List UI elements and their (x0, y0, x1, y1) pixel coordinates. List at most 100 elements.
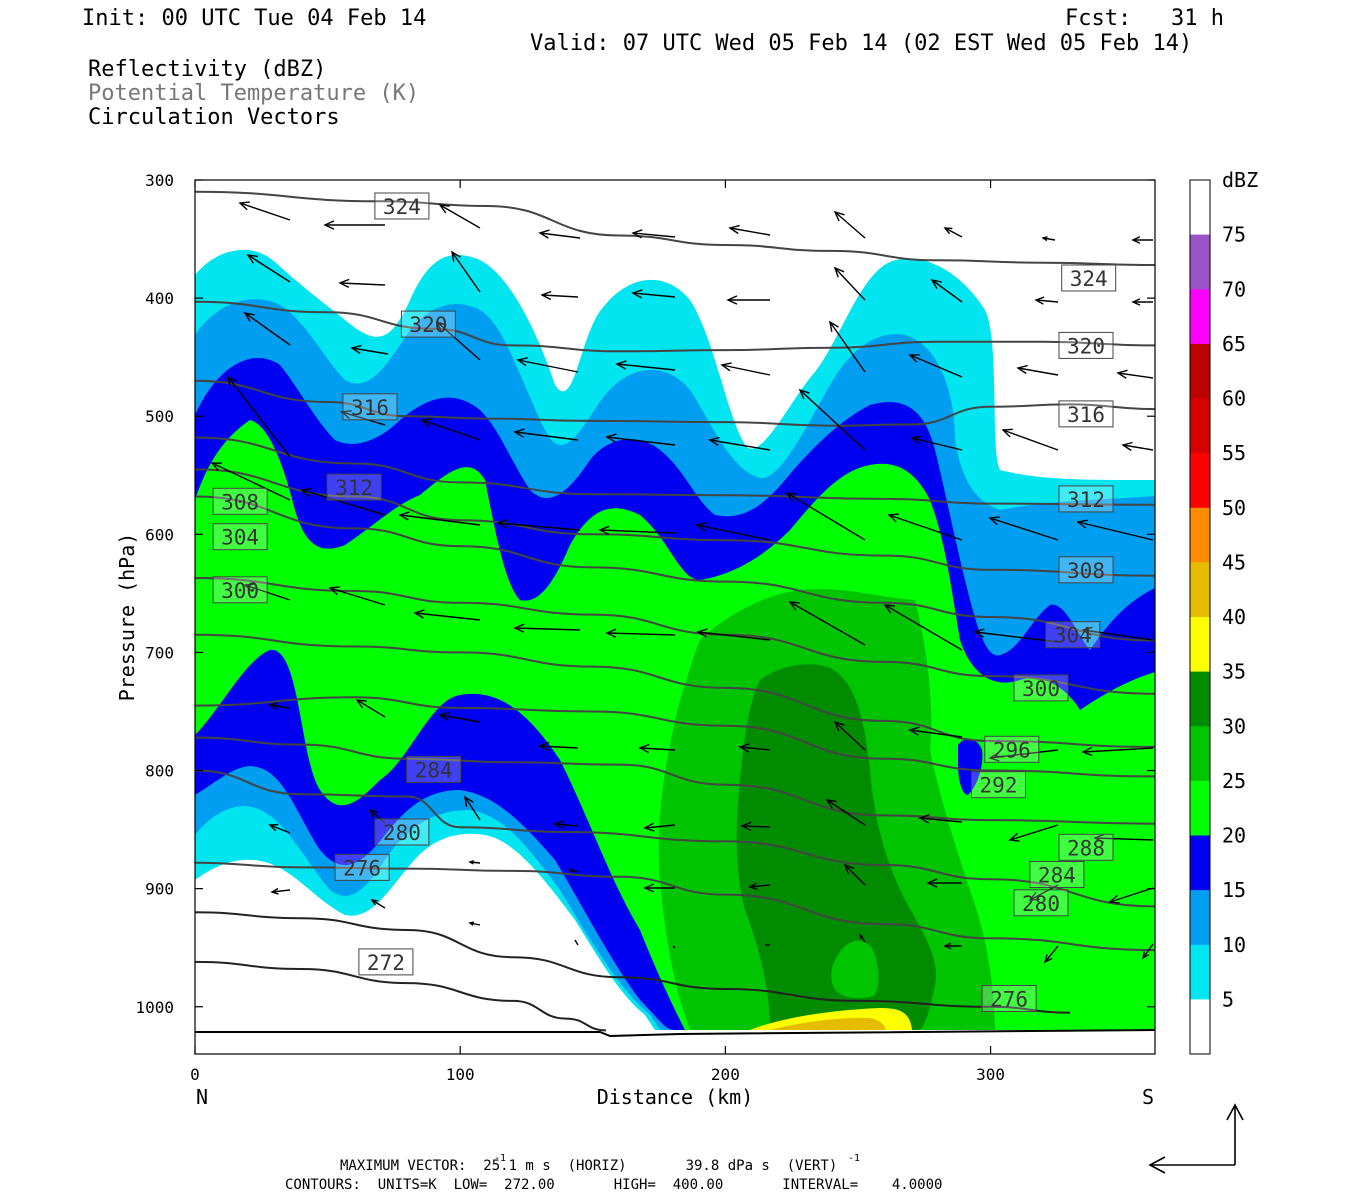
vector-arrowhead (226, 375, 238, 387)
colorbar-swatch (1190, 944, 1210, 1000)
vector-arrow (244, 312, 291, 346)
colorbar-swatch (1190, 289, 1210, 345)
vector-arrow (341, 411, 386, 426)
vector-arrow (1077, 521, 1154, 541)
vector-arrow (829, 321, 866, 373)
colorbar-swatch (1190, 507, 1210, 563)
field-reflectivity: Reflectivity (dBZ) (88, 57, 327, 82)
vector-arrow (606, 632, 676, 636)
vector-arrow (1122, 444, 1154, 451)
contour-label-box (406, 755, 462, 783)
vector-arrowhead (988, 752, 1000, 762)
vector-arrowhead (833, 210, 845, 222)
vector-arrow (356, 699, 386, 718)
vector-arrow (989, 517, 1059, 541)
colorbar-label: 35 (1222, 660, 1246, 684)
vector-arrow (414, 612, 481, 621)
vector-arrow (339, 282, 386, 286)
footer-superscript-horiz: -1 (494, 1153, 507, 1164)
theta-contour-324 (195, 190, 1155, 266)
vector-arrow (884, 604, 963, 651)
vector-arrowhead (605, 433, 617, 443)
theta-contour-292 (195, 696, 1155, 778)
colorbar-swatch (1190, 617, 1210, 673)
colorbar: 5 10 15 20 25 30 35 40 45 50 55 60 65 70 75 (1189, 179, 1246, 1055)
plot-frame (194, 179, 1156, 1055)
colorbar-label: 5 (1222, 987, 1234, 1011)
vector-arrow (497, 522, 581, 531)
vector-arrow (909, 354, 963, 378)
theta-contour-316 (195, 379, 1155, 427)
colorbar-swatch (1190, 671, 1210, 727)
theta-contour-272 (195, 960, 607, 1032)
vector-arrow (514, 627, 581, 631)
vector-arrow (1044, 945, 1059, 963)
vector-arrowhead (1001, 428, 1013, 438)
vector-arrow (739, 746, 771, 751)
vector-arrowhead (785, 492, 797, 502)
x-tick-label: 100 (446, 1065, 475, 1084)
terrain-line (195, 1029, 1156, 1038)
vector-arrowhead (398, 511, 410, 521)
contour-label: 296 (993, 738, 1031, 762)
theta-contour-300 (195, 577, 1155, 695)
vector-arrowhead (788, 601, 800, 611)
vector-arrow (1009, 824, 1059, 841)
vector-arrowhead (1034, 296, 1045, 305)
vector-arrowhead (720, 362, 732, 372)
colorbar-label: 30 (1222, 714, 1246, 738)
contour-label-box (342, 393, 398, 421)
reflectivity-fill (195, 180, 1155, 1054)
vector-arrowhead (708, 436, 720, 447)
vector-arrowhead (270, 887, 279, 895)
contour-label: 320 (409, 313, 447, 337)
vector-arrowhead (246, 254, 258, 264)
colorbar-unit: dBZ (1222, 168, 1258, 192)
contour-label-box (212, 487, 268, 515)
colorbar-label: 50 (1222, 496, 1246, 520)
vector-arrowhead (833, 720, 845, 732)
vector-arrowhead (1131, 298, 1141, 306)
vector-arrowhead (1108, 894, 1120, 904)
vector-arrow (227, 376, 291, 458)
theta-contour-312 (195, 436, 1155, 506)
contour-label-box (1045, 621, 1101, 649)
vector-arrowhead (918, 814, 930, 824)
vector-arrow (606, 436, 676, 446)
vector-arrow (269, 824, 291, 834)
vector-arrowhead (368, 808, 378, 818)
contour-label: 312 (335, 476, 373, 500)
vector-arrowhead (973, 628, 985, 638)
colorbar-label: 10 (1222, 933, 1246, 957)
vector-arrowhead (438, 204, 450, 214)
y-tick-label: 600 (145, 525, 174, 544)
vector-arrow (421, 419, 481, 441)
contour-label: 308 (1067, 559, 1105, 583)
y-tick-label: 800 (145, 762, 174, 781)
vector-arrow (944, 227, 963, 238)
vector-arrowhead (833, 266, 845, 278)
vector-arrowhead (598, 525, 610, 536)
theta-contour-284 (195, 769, 1155, 908)
vector-arrow (329, 587, 386, 606)
vector-arrow (599, 529, 676, 534)
vector-arrow (247, 254, 291, 283)
vector-arrow (826, 799, 866, 826)
colorbar-swatch (1190, 453, 1210, 509)
vector-arrowhead (538, 229, 550, 239)
vector-arrowhead (1028, 891, 1040, 901)
vector-arrowhead (451, 250, 461, 262)
vector-arrow (834, 211, 866, 239)
contour-label: 304 (221, 526, 259, 550)
colorbar-swatch (1190, 999, 1210, 1055)
contour-label-box (358, 948, 414, 976)
vector-arrow (786, 492, 866, 541)
vector-arrowhead (516, 357, 528, 367)
vector-arrow (1042, 237, 1056, 241)
vector-arrow (1035, 299, 1059, 303)
vector-arrowhead (825, 799, 837, 809)
vector-arrow (931, 279, 963, 303)
vector-arrowhead (1081, 626, 1093, 636)
y-tick-label: 500 (145, 407, 174, 426)
